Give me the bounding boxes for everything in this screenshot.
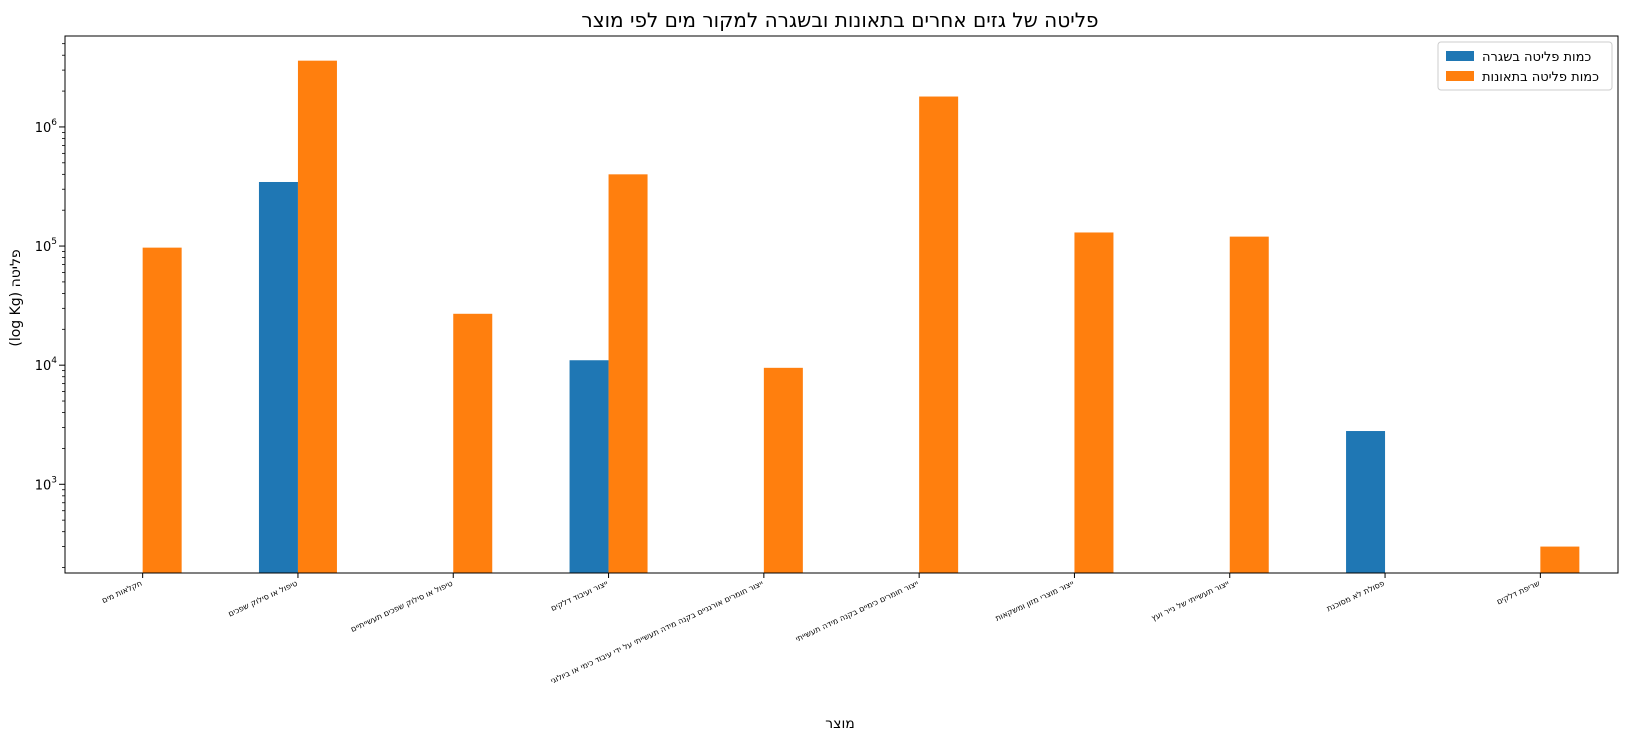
legend-swatch — [1446, 71, 1474, 81]
bar — [1229, 236, 1269, 574]
y-axis: 103 104 105 106 — [35, 43, 65, 568]
bar — [297, 60, 337, 574]
legend-label: כמות פליטה בתאונות — [1482, 70, 1599, 85]
legend-label: כמות פליטה בשגרה — [1482, 50, 1591, 65]
x-axis: חקלאות מים טיפול או סילוק שפכים טיפול או ס… — [100, 573, 1541, 686]
legend-box — [1437, 41, 1613, 91]
y-tick-label: 106 — [35, 118, 58, 136]
y-tick-label: 104 — [35, 356, 58, 374]
bar — [1540, 546, 1580, 573]
bar — [919, 96, 959, 574]
y-axis-label: פליטה (log Kg) — [8, 249, 24, 346]
legend: כמות פליטה בשגרה כמות פליטה בתאונות — [1437, 41, 1613, 91]
bar — [453, 313, 493, 573]
x-tick-label: שריפת דלקים — [1495, 579, 1541, 607]
x-tick-label: ייצור ועיבוד דלקים — [549, 579, 609, 613]
bar — [1074, 232, 1114, 573]
chart-title: פליטה של גזים אחרים בתאונות ובשגרה למקור… — [581, 8, 1098, 32]
x-tick-label: ייצור חומרים כימיים בקנה מידה תעשייתי — [794, 579, 920, 644]
bar — [569, 360, 609, 573]
x-tick-label: ייצור תעשייתי של נייר ועץ — [1150, 579, 1231, 623]
plot-area — [64, 35, 1619, 574]
x-axis-label: מוצר — [825, 716, 855, 732]
bar — [763, 367, 803, 573]
bar — [1346, 431, 1386, 573]
bar — [258, 181, 298, 574]
y-tick-label: 103 — [35, 475, 57, 493]
x-tick-label: טיפול או סילוק שפכים תעשייתיים — [349, 579, 454, 634]
x-tick-label: טיפול או סילוק שפכים — [227, 579, 299, 619]
bar — [142, 247, 182, 573]
y-tick-label: 105 — [35, 237, 57, 255]
plot-frame — [64, 35, 1619, 574]
x-tick-label: פסולת לא מסוכנת — [1325, 579, 1386, 614]
x-tick-label: ייצור מוצרי מזון ומשקאות — [994, 579, 1076, 623]
legend-swatch — [1446, 51, 1474, 61]
bar — [608, 174, 648, 573]
x-tick-label: חקלאות מים — [100, 579, 143, 605]
